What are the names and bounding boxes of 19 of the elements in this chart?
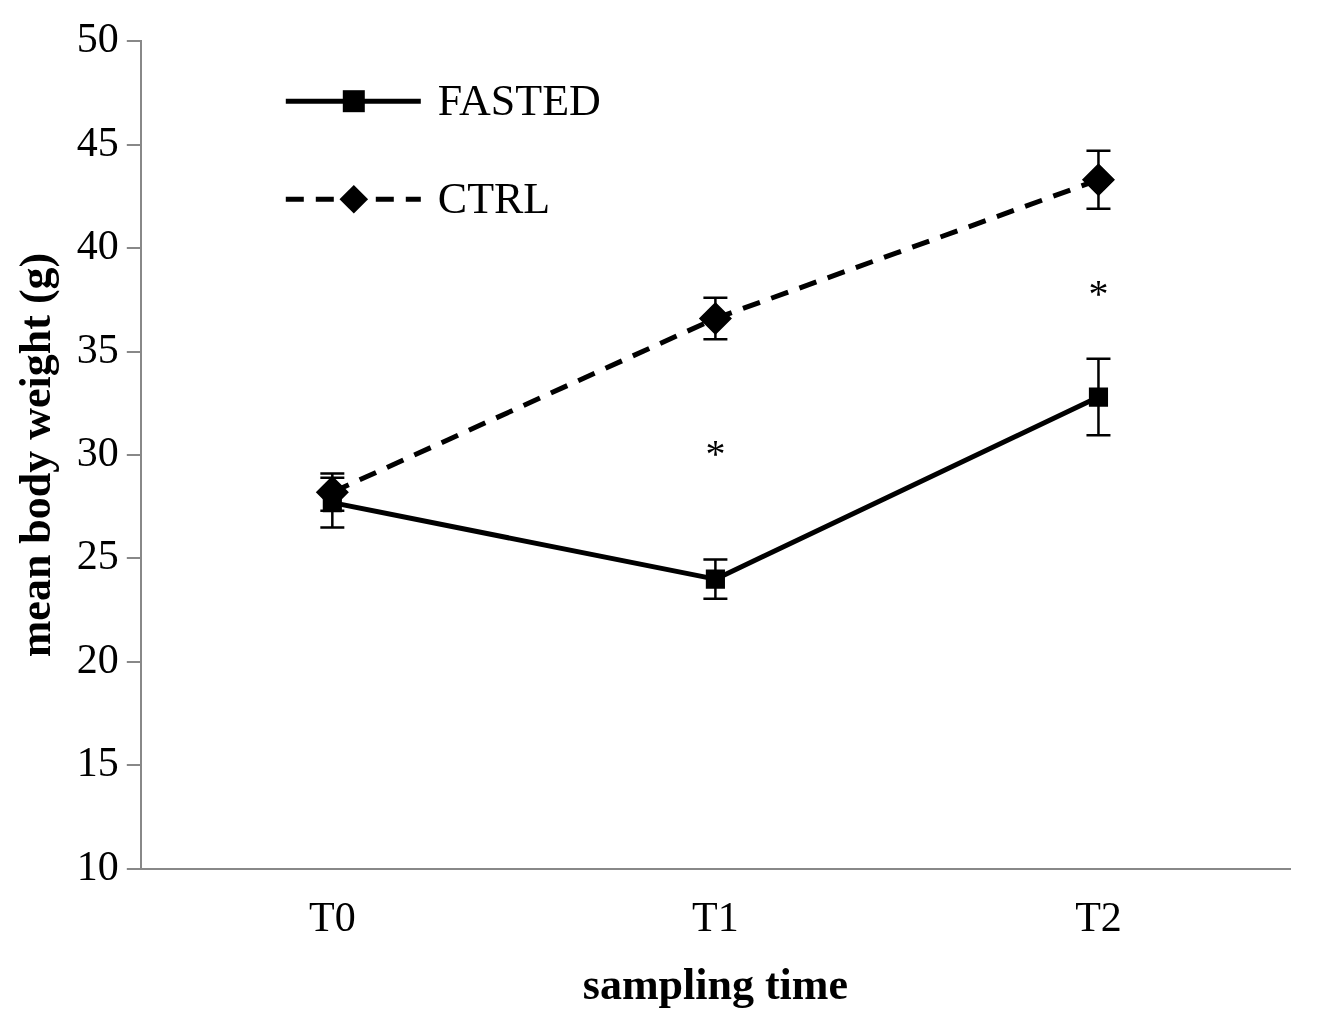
y-tick-label: 20 — [76, 635, 119, 682]
y-tick-label: 10 — [76, 842, 119, 889]
point — [1088, 387, 1109, 407]
annotation: * — [1088, 270, 1109, 316]
legend-label: CTRL — [437, 173, 551, 223]
y-axis-title: mean body weight (g) — [10, 252, 60, 658]
y-tick-label: 25 — [76, 532, 119, 579]
y-tick-label: 15 — [76, 739, 119, 786]
y-tick-label: 45 — [76, 118, 119, 165]
legend-label: FASTED — [437, 75, 601, 125]
x-tick-label: T0 — [309, 894, 356, 941]
y-tick-label: 30 — [76, 429, 119, 476]
y-tick-label: 35 — [76, 325, 119, 372]
annotation: * — [705, 431, 726, 477]
y-tick-label: 40 — [76, 222, 119, 269]
x-axis-title: sampling time — [582, 959, 849, 1009]
x-tick-label: T1 — [692, 894, 739, 941]
y-tick-label: 50 — [76, 15, 119, 62]
x-tick-label: T2 — [1075, 894, 1122, 941]
